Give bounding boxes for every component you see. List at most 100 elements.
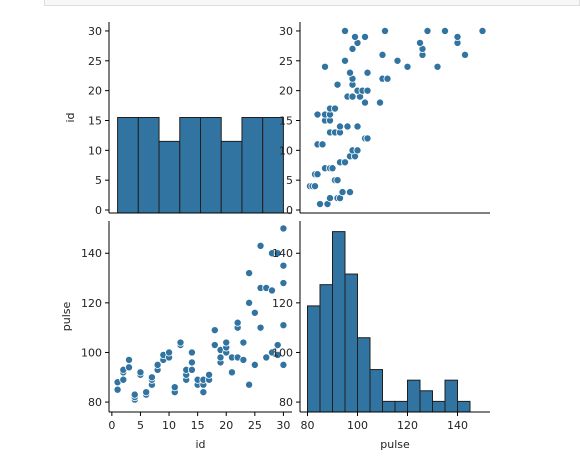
hist-pulse-bar-8: [407, 379, 421, 413]
scatter-top-point-32: [353, 122, 362, 131]
xtick-label-pulse-2: 120: [397, 419, 418, 432]
scatter-bottom-point-41: [210, 341, 219, 350]
scatter-top-point-9: [310, 182, 319, 191]
scatter-bottom-point-16: [147, 373, 156, 382]
scatter-bottom-point-57: [245, 380, 254, 389]
xtick-label-pulse-0: 80: [301, 419, 315, 432]
scatter-bottom-point-0: [113, 385, 122, 394]
hist-id-panel: [117, 117, 284, 214]
scatter-bottom-point-30: [187, 365, 196, 374]
hist-pulse-bar-5: [369, 369, 383, 413]
scatter-bottom-point-73: [279, 279, 288, 288]
scatter-bottom-point-75: [273, 350, 282, 359]
scatter-top-point-70: [440, 26, 449, 35]
scatter-bottom-point-39: [205, 370, 214, 379]
ytick-label-id-1-2: 10: [279, 144, 293, 157]
scatter-top-point-57: [320, 62, 329, 71]
scatter-bottom-point-48: [227, 368, 236, 377]
scatter-top-point-40: [375, 98, 384, 107]
scatter-top-point-68: [453, 32, 462, 41]
scatter-bottom-point-74: [279, 360, 288, 369]
scatter-top-point-66: [415, 38, 424, 47]
scatter-bottom-point-26: [176, 338, 185, 347]
scatter-bottom-point-72: [279, 321, 288, 330]
scatter-bottom-point-32: [187, 348, 196, 357]
x-axis-label-id: id: [195, 438, 205, 451]
scatter-bottom-point-18: [153, 360, 162, 369]
scatter-top-point-54: [345, 68, 354, 77]
scatter-top-point-43: [348, 92, 357, 101]
scatter-top-point-73: [423, 26, 432, 35]
scatter-bottom-point-63: [262, 353, 271, 362]
ytick-label-id-1-4: 20: [279, 85, 293, 98]
ytick-label-id-0-0: 0: [95, 204, 102, 217]
scatter-bottom-point-40: [210, 326, 219, 335]
xtick-label-pulse-1: 100: [347, 419, 368, 432]
scatter-top-point-47: [363, 86, 372, 95]
scatter-bottom-point-22: [165, 348, 174, 357]
scatter-top-point-18: [340, 158, 349, 167]
ytick-label-pulse-0-3: 140: [81, 247, 102, 260]
scatter-bottom-point-55: [245, 298, 254, 307]
hist-id-bar-5: [220, 140, 243, 214]
scatter-top-point-75: [350, 32, 359, 41]
scatter-bottom-point-56: [245, 269, 254, 278]
ytick-label-id-1-3: 15: [279, 114, 293, 127]
ytick-label-pulse-1-0: 80: [279, 396, 293, 409]
scatter-top-point-2: [325, 194, 334, 203]
ytick-label-pulse-0-0: 80: [88, 396, 102, 409]
hist-pulse-bar-12: [457, 400, 471, 413]
scatter-bottom-point-52: [233, 318, 242, 327]
scatter-bottom-point-58: [250, 360, 259, 369]
xtick-label-id-1: 5: [137, 419, 144, 432]
xtick-label-id-6: 30: [276, 419, 290, 432]
hist-id-bar-7: [262, 117, 284, 214]
scatter-bottom-point-69: [273, 341, 282, 350]
ytick-label-id-0-1: 5: [95, 174, 102, 187]
xtick-label-id-5: 25: [248, 419, 262, 432]
hist-pulse-bar-0: [307, 305, 321, 413]
xtick-label-pulse-3: 140: [447, 419, 468, 432]
hist-id-bar-2: [158, 140, 181, 214]
ytick-label-id-1-0: 0: [286, 204, 293, 217]
xtick-label-id-0: 0: [108, 419, 115, 432]
scatter-bottom-point-47: [222, 338, 231, 347]
ytick-label-pulse-0-2: 120: [81, 297, 102, 310]
scatter-bottom-point-66: [267, 286, 276, 295]
scatter-top-point-0: [315, 200, 324, 209]
ytick-label-pulse-1-2: 120: [272, 297, 293, 310]
hist-pulse-bar-2: [332, 231, 346, 413]
scatter-bottom-point-61: [256, 241, 265, 250]
scatter-bottom-point-24: [170, 383, 179, 392]
ytick-label-pulse-1-3: 140: [272, 247, 293, 260]
scatter-top-point-53: [363, 68, 372, 77]
scatter-top-point-71: [478, 26, 487, 35]
scatter-top-point-16: [328, 164, 337, 173]
scatter-top-point-61: [460, 50, 469, 59]
scatter-top-point-55: [403, 62, 412, 71]
xtick-label-id-4: 20: [219, 419, 233, 432]
scatter-bottom-point-68: [273, 249, 282, 258]
y-axis-label-pulse: pulse: [60, 302, 73, 332]
ytick-label-id-0-4: 20: [88, 85, 102, 98]
scatter-top-point-6: [345, 188, 354, 197]
hist-pulse-bar-9: [419, 390, 433, 413]
y-axis-label-id: id: [64, 112, 77, 122]
scatter-top-point-13: [313, 170, 322, 179]
scatter-top-point-24: [318, 140, 327, 149]
scatter-top-point-58: [340, 56, 349, 65]
scatter-bottom-point-11: [136, 368, 145, 377]
hist-pulse-bar-11: [444, 379, 458, 413]
hist-pulse-bar-3: [344, 273, 358, 413]
hist-pulse-bar-4: [357, 337, 371, 413]
ytick-label-id-1-1: 5: [286, 174, 293, 187]
scatter-top-point-35: [313, 110, 322, 119]
scatter-bottom-point-60: [256, 323, 265, 332]
x-axis-label-pulse: pulse: [380, 438, 410, 451]
scatter-bottom-point-5: [125, 363, 134, 372]
scatter-top-point-60: [378, 50, 387, 59]
scatter-id-vs-pulse-panel: [113, 224, 288, 404]
scatter-bottom-point-71: [279, 224, 288, 233]
xtick-label-id-2: 10: [162, 419, 176, 432]
